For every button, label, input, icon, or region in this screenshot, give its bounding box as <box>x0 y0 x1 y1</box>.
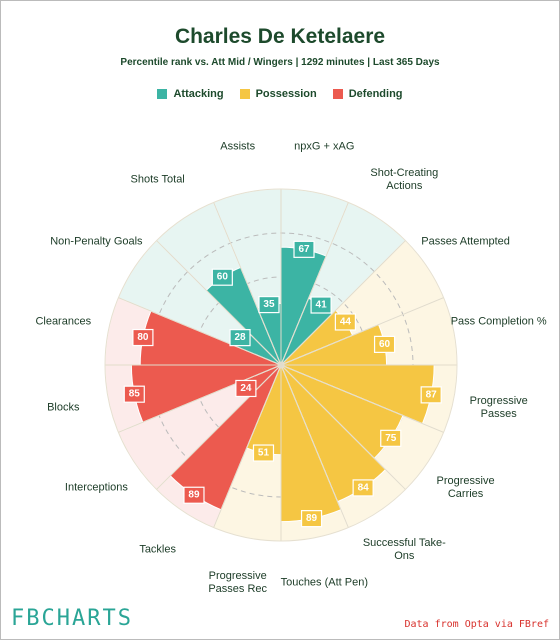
spoke <box>280 364 406 490</box>
value-label-box <box>211 268 233 286</box>
category-label: Progressive Carries <box>436 475 495 501</box>
value-label-box <box>235 379 257 398</box>
spoke <box>280 297 444 366</box>
category-label: Passes Attempted <box>421 235 510 248</box>
source-note: Data from Opta via FBref <box>404 619 550 630</box>
value-label: 75 <box>385 433 397 444</box>
category-label: Tackles <box>139 543 176 556</box>
value-label: 89 <box>306 513 318 524</box>
value-label: 60 <box>217 272 229 283</box>
legend-swatch <box>332 89 343 99</box>
value-label-box <box>380 429 402 447</box>
spoke <box>280 364 444 433</box>
value-label-box <box>293 240 315 258</box>
value-label-box <box>183 486 205 504</box>
spoke <box>213 202 282 366</box>
spoke <box>280 364 349 528</box>
spoke <box>156 364 282 490</box>
value-label-box <box>123 385 145 403</box>
spoke <box>118 364 282 433</box>
category-label: Progressive Passes <box>469 395 528 421</box>
value-label-box <box>352 479 374 497</box>
legend-label: Defending <box>348 88 403 100</box>
value-label: 51 <box>258 448 270 459</box>
category-label: Interceptions <box>64 481 128 494</box>
category-label: Pass Completion % <box>450 315 547 328</box>
value-label-box <box>334 313 356 331</box>
value-label: 24 <box>240 383 252 394</box>
value-label-box <box>310 296 332 314</box>
category-label: Successful Take-Ons <box>362 536 446 562</box>
value-label: 44 <box>340 316 352 327</box>
category-label: npxG + xAG <box>294 140 355 153</box>
legend-label: Attacking <box>173 88 224 100</box>
value-label: 84 <box>358 482 370 493</box>
category-label: Shots Total <box>130 173 185 186</box>
spoke <box>280 202 349 366</box>
outer-ring <box>104 188 458 542</box>
value-label: 35 <box>263 299 275 310</box>
legend-item: Defending <box>332 88 403 100</box>
legend-swatch <box>157 89 168 99</box>
spoke <box>213 364 282 528</box>
category-label: Touches (Att Pen) <box>280 576 369 589</box>
value-label-box <box>373 335 396 353</box>
value-label-box <box>132 328 154 347</box>
value-label: 41 <box>316 300 328 311</box>
spoke <box>156 240 282 366</box>
legend-swatch <box>239 89 250 99</box>
value-label-box <box>252 444 275 462</box>
value-label: 67 <box>298 244 310 255</box>
category-label: Blocks <box>47 401 80 414</box>
value-label-box <box>420 386 442 404</box>
chart-subtitle: Percentile rank vs. Att Mid / Wingers | … <box>120 57 440 68</box>
legend-label: Possession <box>255 88 317 100</box>
value-label: 80 <box>137 332 149 343</box>
category-label: Assists <box>220 140 256 153</box>
spoke <box>280 240 406 366</box>
legend-item: Possession <box>239 88 317 100</box>
value-label: 60 <box>379 339 391 350</box>
value-label-box <box>229 329 251 347</box>
value-label: 85 <box>129 389 141 400</box>
brand: FBCHARTS <box>11 606 133 631</box>
legend: Attacking Possession Defending <box>1 88 559 100</box>
value-label-box <box>300 510 323 528</box>
category-label: Non-Penalty Goals <box>50 235 143 248</box>
category-label: Clearances <box>35 315 92 328</box>
value-label: 28 <box>234 332 246 343</box>
value-label: 87 <box>426 389 438 400</box>
value-label: 89 <box>188 490 200 501</box>
category-label: Shot-Creating Actions <box>370 167 439 193</box>
value-label-box <box>258 295 280 314</box>
chart-title: Charles De Ketelaere <box>174 25 386 48</box>
spoke <box>118 297 282 366</box>
legend-item: Attacking <box>157 88 224 100</box>
category-label: Progressive Passes Rec <box>208 569 268 595</box>
